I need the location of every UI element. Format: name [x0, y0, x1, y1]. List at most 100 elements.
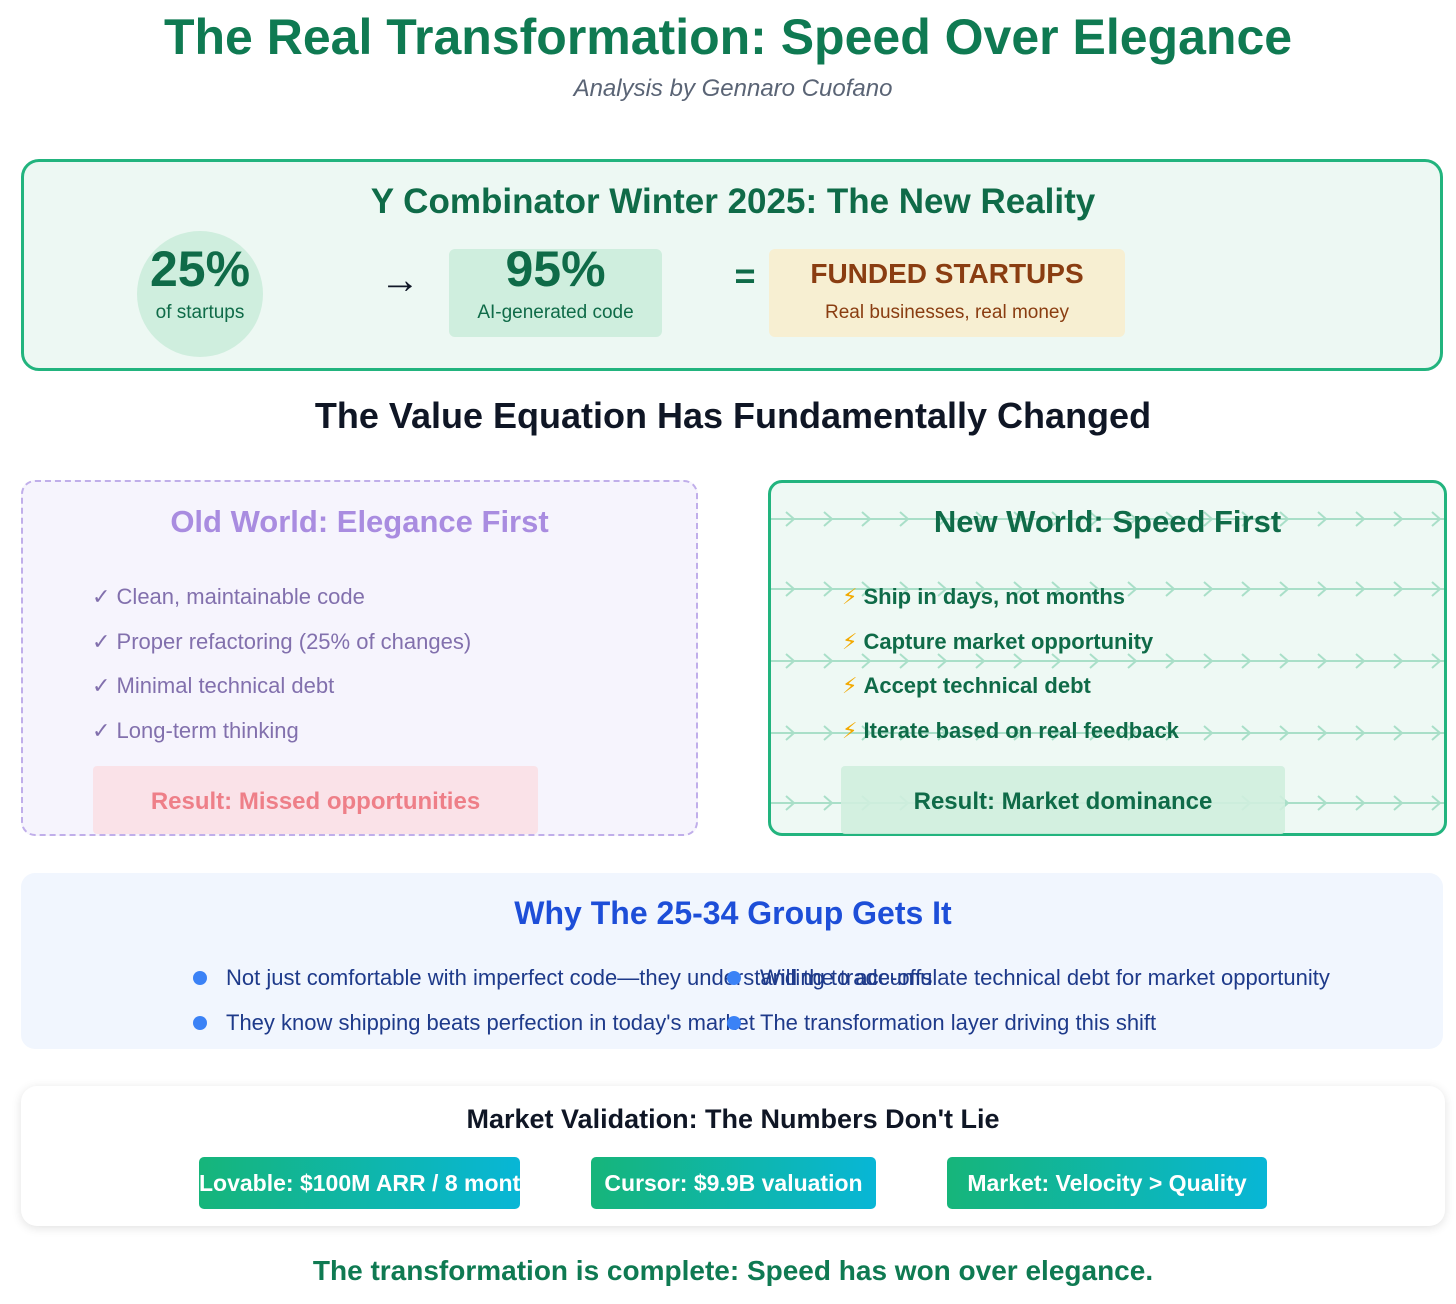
chevron-right-icon [1393, 725, 1404, 741]
chevron-right-icon [1393, 795, 1404, 811]
conclusion-footer: The transformation is complete: Speed ha… [312, 1255, 1154, 1286]
chevron-right-icon [1051, 511, 1062, 527]
chevron-right-icon [1317, 511, 1328, 527]
chevron-right-icon [1089, 725, 1100, 741]
chevron-right-icon [975, 653, 986, 669]
chevron-right-icon [1431, 653, 1442, 669]
market-pill-label: Cursor: $9.9B valuation [604, 1170, 863, 1196]
chevron-right-icon [1013, 581, 1024, 597]
chevron-right-icon [1317, 653, 1328, 669]
chevron-right-icon [1355, 795, 1366, 811]
equals-sign: = [734, 255, 756, 296]
chevron-right-icon [899, 581, 910, 597]
chevron-right-icon [937, 581, 948, 597]
ai-code-stat-box [449, 249, 662, 337]
new-world-result: Result: Market dominance [913, 788, 1213, 815]
chevron-right-icon [1203, 581, 1214, 597]
chevron-right-icon [785, 653, 796, 669]
chevron-right-icon [899, 511, 910, 527]
chevron-right-icon [1013, 653, 1024, 669]
market-pill-label: Lovable: $100M ARR / 8 months [199, 1170, 520, 1196]
chevron-right-icon [823, 725, 834, 741]
old-world-title: Old World: Elegance First [170, 504, 549, 539]
lightning-bolt-icon: ⚡ [842, 673, 858, 698]
new-world-item-label: Iterate based on real feedback [863, 718, 1179, 743]
chevron-right-icon [1317, 795, 1328, 811]
chevron-right-icon [937, 653, 948, 669]
chevron-right-icon [823, 795, 834, 811]
chevron-right-icon [899, 653, 910, 669]
chevron-right-icon [1355, 653, 1366, 669]
chevron-right-icon [1127, 653, 1138, 669]
chevron-right-icon [785, 725, 796, 741]
chevron-right-icon [1203, 725, 1214, 741]
why-item: They know shipping beats perfection in t… [226, 1010, 755, 1035]
lightning-bolt-icon: ⚡ [842, 718, 858, 743]
chevron-right-icon [1355, 581, 1366, 597]
chevron-right-icon [975, 581, 986, 597]
chevron-right-icon [861, 581, 872, 597]
why-item: The transformation layer driving this sh… [760, 1010, 1157, 1035]
chevron-right-icon [1013, 725, 1024, 741]
market-pill-velocity: Market: Velocity > Quality [947, 1157, 1267, 1209]
chevron-right-icon [1089, 581, 1100, 597]
bullet-dot-icon [193, 971, 207, 985]
chevron-right-icon [1279, 511, 1290, 527]
chevron-right-icon [1203, 653, 1214, 669]
chevron-right-icon [1051, 581, 1062, 597]
chevron-right-icon [1393, 511, 1404, 527]
chevron-right-icon [1165, 653, 1176, 669]
chevron-right-icon [1355, 725, 1366, 741]
chevron-right-icon [1317, 581, 1328, 597]
ai-code-percent-label: AI-generated code [477, 302, 634, 323]
chevron-right-icon [975, 511, 986, 527]
new-world-item: ⚡ Capture market opportunity [842, 629, 1153, 655]
chevron-right-icon [1279, 725, 1290, 741]
chevron-right-icon [1013, 511, 1024, 527]
chevron-right-icon [1431, 725, 1442, 741]
chevron-right-icon [1051, 725, 1062, 741]
old-world-item: ✓ Clean, maintainable code [92, 584, 365, 609]
chevron-right-icon [1165, 511, 1176, 527]
new-world-item: ⚡ Ship in days, not months [842, 584, 1125, 610]
chevron-right-icon [1317, 725, 1328, 741]
chevron-right-icon [1431, 795, 1442, 811]
chevron-right-icon [937, 511, 948, 527]
chevron-right-icon [1241, 653, 1252, 669]
funded-startups-subtitle: Real businesses, real money [825, 302, 1069, 323]
new-world-item-label: Accept technical debt [863, 673, 1091, 698]
chevron-right-icon [1393, 581, 1404, 597]
yc-panel-title: Y Combinator Winter 2025: The New Realit… [370, 182, 1096, 221]
chevron-right-icon [861, 653, 872, 669]
startups-percent-value: 25% [149, 241, 251, 297]
bullet-dot-icon [193, 1016, 207, 1030]
author-byline: Analysis by Gennaro Cuofano [573, 75, 893, 102]
old-world-item: ✓ Proper refactoring (25% of changes) [92, 629, 472, 654]
funded-startups-box [769, 249, 1125, 337]
old-world-item: ✓ Long-term thinking [92, 718, 299, 743]
bullet-dot-icon [727, 1016, 741, 1030]
chevron-right-icon [1431, 581, 1442, 597]
chevron-right-icon [823, 581, 834, 597]
chevron-right-icon [1127, 581, 1138, 597]
chevron-right-icon [899, 725, 910, 741]
new-world-item-label: Capture market opportunity [863, 629, 1154, 654]
chevron-right-icon [1355, 511, 1366, 527]
startups-percent-label: of startups [155, 302, 245, 323]
chevron-right-icon [975, 725, 986, 741]
chevron-right-icon [1051, 653, 1062, 669]
chevron-right-icon [1089, 653, 1100, 669]
chevron-right-icon [1279, 653, 1290, 669]
chevron-right-icon [937, 725, 948, 741]
chevron-right-icon [823, 653, 834, 669]
chevron-right-icon [823, 511, 834, 527]
chevron-right-icon [1165, 725, 1176, 741]
chevron-right-icon [861, 725, 872, 741]
lightning-bolt-icon: ⚡ [842, 629, 858, 654]
ai-code-percent-value: 95% [505, 241, 606, 297]
chevron-right-icon [785, 511, 796, 527]
chevron-right-icon [1393, 653, 1404, 669]
bullet-dot-icon [727, 971, 741, 985]
startups-stat-circle [137, 231, 263, 357]
old-world-result: Result: Missed opportunities [150, 788, 481, 815]
